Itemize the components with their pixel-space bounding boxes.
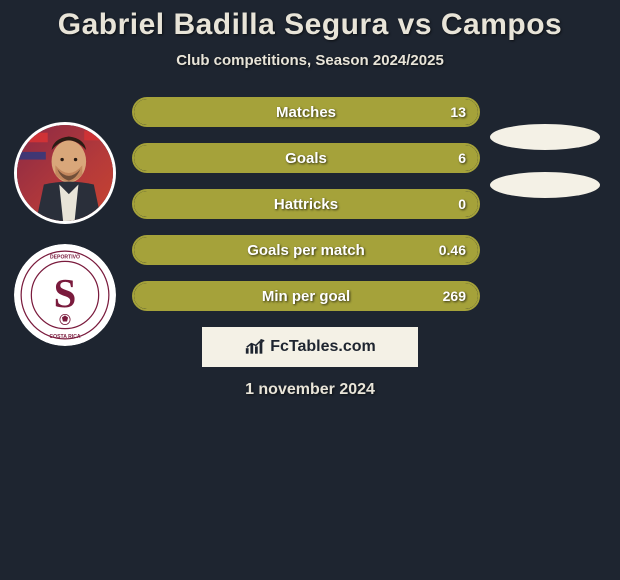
stat-value: 6 — [458, 145, 466, 171]
chart-icon — [244, 339, 266, 355]
stat-value: 0 — [458, 191, 466, 217]
date-label: 1 november 2024 — [0, 381, 620, 399]
stat-value: 13 — [450, 99, 466, 125]
stat-bar-hattricks: Hattricks 0 — [132, 189, 480, 219]
stat-label: Min per goal — [134, 283, 478, 309]
comparison-ellipse — [490, 124, 600, 150]
player-photo — [14, 122, 116, 224]
svg-text:S: S — [54, 271, 77, 316]
team-logo: DEPORTIVO COSTA RICA S — [14, 244, 116, 346]
comparison-ellipse — [490, 172, 600, 198]
right-ellipses — [490, 124, 600, 220]
stat-label: Matches — [134, 99, 478, 125]
stat-bar-goals: Goals 6 — [132, 143, 480, 173]
stat-bar-min-per-goal: Min per goal 269 — [132, 281, 480, 311]
stat-label: Hattricks — [134, 191, 478, 217]
fctables-badge: FcTables.com — [202, 327, 418, 367]
page-title: Gabriel Badilla Segura vs Campos — [0, 8, 620, 42]
subtitle: Club competitions, Season 2024/2025 — [0, 52, 620, 69]
stat-label: Goals per match — [134, 237, 478, 263]
stat-value: 0.46 — [439, 237, 466, 263]
stats-bars: Matches 13 Goals 6 Hattricks 0 Goals per… — [132, 97, 480, 311]
stat-value: 269 — [443, 283, 466, 309]
left-column: DEPORTIVO COSTA RICA S — [10, 122, 120, 346]
svg-text:COSTA RICA: COSTA RICA — [49, 334, 80, 340]
stat-bar-goals-per-match: Goals per match 0.46 — [132, 235, 480, 265]
stat-label: Goals — [134, 145, 478, 171]
stat-bar-matches: Matches 13 — [132, 97, 480, 127]
fctables-label: FcTables.com — [270, 338, 376, 356]
svg-text:DEPORTIVO: DEPORTIVO — [50, 254, 80, 260]
